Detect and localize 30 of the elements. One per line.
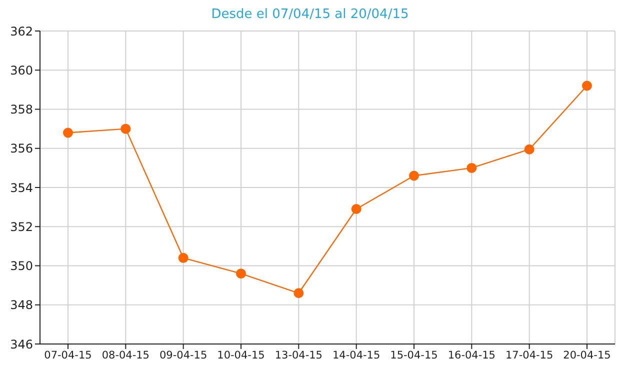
y-tick-label: 350 bbox=[10, 259, 33, 274]
x-tick-label: 16-04-15 bbox=[448, 349, 496, 362]
chart-subtitle: Desde el 07/04/15 al 20/04/15 bbox=[210, 7, 410, 22]
y-tick-label: 360 bbox=[10, 63, 33, 78]
y-tick-label: 362 bbox=[10, 24, 33, 38]
x-tick-label: 07-04-15 bbox=[44, 349, 92, 362]
x-tick-label: 09-04-15 bbox=[159, 349, 208, 362]
point bbox=[120, 124, 131, 134]
point bbox=[466, 162, 477, 173]
x-tick-label: 17-04-15 bbox=[505, 349, 554, 362]
point bbox=[582, 80, 592, 91]
y-tick-label: 354 bbox=[10, 180, 33, 195]
x-tick-label: 13-04-15 bbox=[274, 349, 323, 362]
point bbox=[236, 268, 246, 279]
y-tick-label: 346 bbox=[10, 337, 33, 352]
point bbox=[63, 128, 73, 138]
y-tick-label: 358 bbox=[10, 102, 33, 117]
y-tick-label: 348 bbox=[10, 298, 33, 312]
point bbox=[294, 288, 304, 298]
x-tick-label: 08-04-15 bbox=[102, 349, 150, 362]
point bbox=[524, 144, 534, 154]
x-tick-label: 14-04-15 bbox=[332, 349, 380, 362]
y-tick-label: 356 bbox=[10, 142, 33, 156]
point bbox=[351, 204, 362, 214]
y-tick-label: 352 bbox=[10, 220, 33, 234]
point bbox=[178, 252, 188, 263]
x-tick-label: 15-04-15 bbox=[390, 349, 438, 362]
x-tick-label: 10-04-15 bbox=[217, 349, 265, 362]
point bbox=[409, 170, 419, 181]
x-tick-label: 20-04-15 bbox=[563, 349, 611, 362]
